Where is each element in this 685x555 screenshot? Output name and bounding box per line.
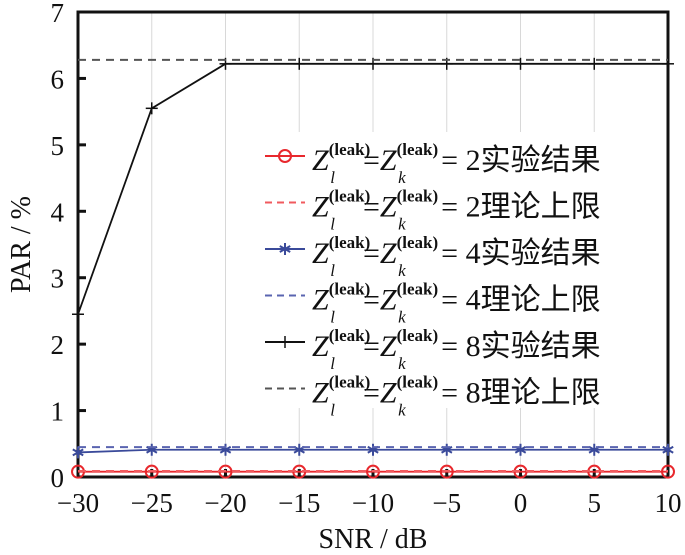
legend-symbol: Z	[380, 330, 397, 363]
legend-text: = 8理论上限	[434, 377, 601, 410]
legend-symbol: Z	[312, 237, 329, 270]
y-tick-label: 6	[51, 64, 65, 94]
legend-sub: l	[330, 401, 335, 420]
marker-circle	[661, 464, 675, 479]
y-tick-label: 7	[51, 0, 65, 28]
x-tick-label: −25	[131, 488, 173, 518]
marker-circle	[278, 149, 292, 163]
legend-super: (leak)	[397, 140, 439, 159]
x-tick-label: 10	[655, 488, 682, 518]
legend-box	[255, 132, 663, 408]
marker-star	[72, 448, 84, 457]
legend-text: = 8实验结果	[434, 330, 601, 363]
legend-sub: k	[398, 261, 406, 280]
legend-symbol: Z	[380, 284, 397, 317]
x-tick-label: −15	[278, 488, 320, 518]
x-tick-label: −20	[204, 488, 246, 518]
legend-sub: l	[330, 261, 335, 280]
legend-super: (leak)	[397, 373, 439, 392]
legend-super: (leak)	[397, 280, 439, 299]
legend-label: Z(leak) l=Z(leak) k = 2实验结果	[312, 140, 601, 187]
legend-super: (leak)	[397, 233, 439, 252]
legend-sub: k	[398, 401, 406, 420]
x-tick-label: −5	[432, 488, 461, 518]
legend-sub: k	[398, 354, 406, 373]
legend-item: Z(leak) l=Z(leak) k = 4理论上限	[265, 280, 601, 327]
legend-item: Z(leak) l=Z(leak) k = 2实验结果	[265, 140, 601, 187]
legend-super: (leak)	[329, 233, 371, 252]
legend-text: = 4理论上限	[434, 284, 601, 317]
legend-sub: k	[398, 168, 406, 187]
legend-symbol: Z	[312, 144, 329, 177]
legend-label: Z(leak) l=Z(leak) k = 4理论上限	[312, 280, 601, 327]
y-tick-label: 0	[51, 463, 65, 493]
legend-symbol: Z	[312, 191, 329, 224]
legend-super: (leak)	[329, 187, 371, 206]
legend-eq: =	[363, 191, 380, 224]
marker-star	[514, 445, 527, 454]
legend-eq: =	[363, 284, 380, 317]
x-tick-label: −10	[352, 488, 394, 518]
legend-sub: l	[330, 168, 335, 187]
marker-circle	[144, 464, 159, 479]
y-tick-label: 4	[51, 197, 65, 227]
y-tick-label: 2	[51, 330, 65, 360]
legend-text: = 4实验结果	[434, 237, 601, 270]
legend-eq: =	[363, 377, 380, 410]
legend-super: (leak)	[397, 326, 439, 345]
legend-sub: l	[330, 308, 335, 327]
legend-eq: =	[363, 144, 380, 177]
legend-sub: k	[398, 215, 406, 234]
legend-item: Z(leak) l=Z(leak) k = 2理论上限	[265, 187, 601, 234]
x-tick-label: 5	[588, 488, 602, 518]
x-tick-label: −30	[57, 488, 99, 518]
legend-label: Z(leak) l=Z(leak) k = 8理论上限	[312, 373, 601, 420]
legend-text: = 2实验结果	[434, 144, 601, 177]
legend-eq: =	[363, 237, 380, 270]
legend-eq: =	[363, 330, 380, 363]
legend-symbol: Z	[380, 237, 397, 270]
y-tick-label: 5	[51, 131, 65, 161]
legend-sub: l	[330, 215, 335, 234]
marker-star	[441, 445, 453, 454]
y-tick-label: 3	[51, 264, 65, 294]
legend-item: Z(leak) l=Z(leak) k = 4实验结果	[265, 233, 601, 280]
legend-symbol: Z	[380, 377, 397, 410]
legend-label: Z(leak) l=Z(leak) k = 4实验结果	[312, 233, 601, 280]
legend-super: (leak)	[329, 280, 371, 299]
legend-symbol: Z	[312, 377, 329, 410]
legend-super: (leak)	[397, 187, 439, 206]
legend-symbol: Z	[312, 330, 329, 363]
legend-sub: l	[330, 354, 335, 373]
legend-symbol: Z	[380, 191, 397, 224]
marker-star	[219, 445, 232, 454]
legend-label: Z(leak) l=Z(leak) k = 2理论上限	[312, 187, 601, 234]
legend-item: Z(leak) l=Z(leak) k = 8理论上限	[265, 373, 601, 420]
legend-text: = 2理论上限	[434, 191, 601, 224]
legend-super: (leak)	[329, 326, 371, 345]
legend-super: (leak)	[329, 373, 371, 392]
marker-star	[662, 445, 674, 454]
y-axis-label: PAR / %	[6, 196, 37, 293]
legend-symbol: Z	[380, 144, 397, 177]
legend-sub: k	[398, 308, 406, 327]
legend-symbol: Z	[312, 284, 329, 317]
legend-super: (leak)	[329, 140, 371, 159]
marker-star	[279, 245, 291, 253]
x-axis-label: SNR / dB	[319, 524, 428, 555]
marker-circle	[439, 464, 454, 479]
y-tick-label: 1	[51, 397, 65, 427]
x-tick-label: 0	[514, 488, 528, 518]
legend-label: Z(leak) l=Z(leak) k = 8实验结果	[312, 326, 601, 373]
legend-item: Z(leak) l=Z(leak) k = 8实验结果	[265, 326, 601, 373]
